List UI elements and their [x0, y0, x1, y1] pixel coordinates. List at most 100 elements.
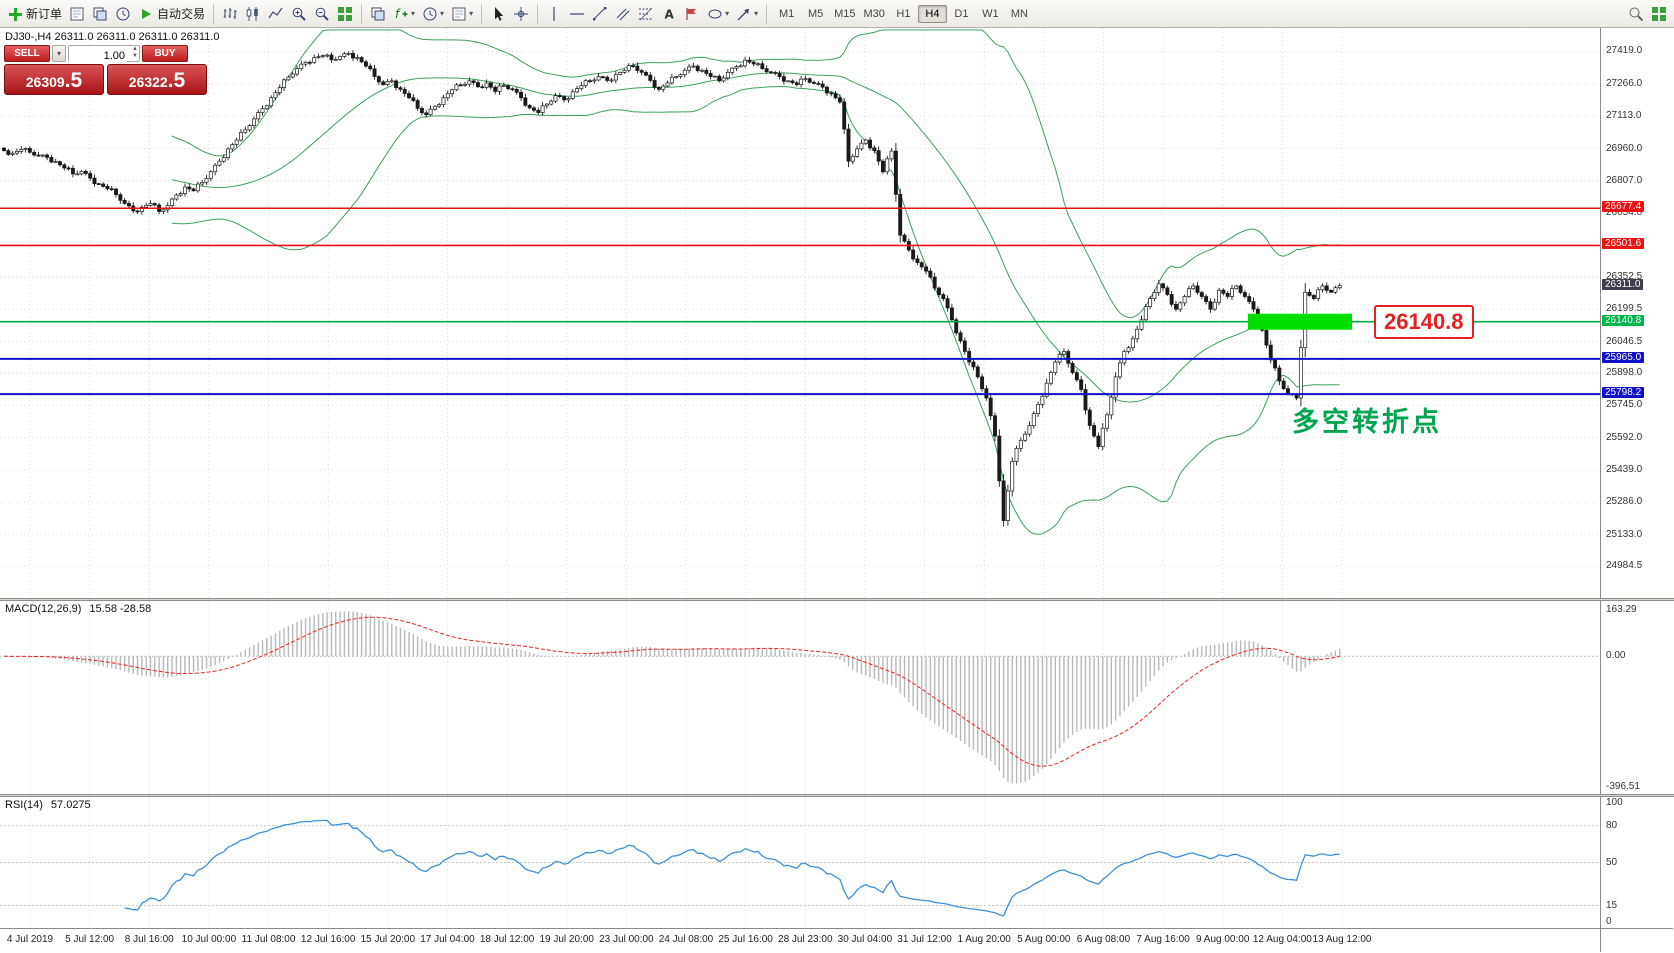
price-badge: 25965.0 [1602, 351, 1645, 363]
zoom-out-button[interactable] [311, 4, 333, 24]
timeframe-w1[interactable]: W1 [982, 8, 999, 20]
buy-price-button[interactable]: 26322.5 [107, 64, 207, 95]
timeframe-h4[interactable]: H4 [917, 5, 947, 23]
spinner-up-icon[interactable]: ▲ [132, 46, 138, 52]
time-label: 13 Aug 12:00 [1312, 934, 1372, 945]
cursor-button[interactable] [487, 4, 509, 24]
candlestick-chart-button[interactable] [242, 4, 264, 24]
chart-profiles-button[interactable] [66, 4, 88, 24]
templates-button[interactable]: ▾ [448, 4, 476, 24]
fibonacci-button[interactable] [635, 4, 657, 24]
time-label: 31 Jul 12:00 [897, 934, 952, 945]
label-button[interactable] [681, 4, 703, 24]
price-callout-label[interactable]: 26140.8 [1374, 304, 1474, 339]
arrange-cascade-button[interactable] [367, 4, 389, 24]
price-tick: 26654.0 [1606, 207, 1643, 219]
text-button[interactable] [658, 4, 680, 24]
time-label: 15 Jul 20:00 [360, 934, 416, 945]
periods-button[interactable]: ▾ [419, 4, 447, 24]
bollinger-band [171, 72, 1340, 403]
time-label: 10 Jul 00:00 [181, 934, 237, 945]
time-axis[interactable]: 4 Jul 2019 5 Jul 12:00 8 Jul 16:00 10 Jul 0… [0, 928, 1600, 952]
search-button[interactable] [1625, 4, 1647, 24]
time-label: 25 Jul 16:00 [718, 934, 773, 945]
rsi-tick: 15 [1606, 899, 1618, 911]
main-chart-plot[interactable]: DJ30-,H4 26311.0 26311.0 26311.0 26311.0… [0, 28, 1600, 598]
layout-button[interactable] [1648, 4, 1670, 24]
arrows-icon [736, 6, 752, 22]
rsi-tick: 0 [1606, 916, 1612, 927]
time-label: 9 Aug 00:00 [1196, 934, 1250, 945]
rsi-line [124, 819, 1340, 917]
zoom-in-button[interactable] [288, 4, 310, 24]
chart-ohlc-header: DJ30-,H4 26311.0 26311.0 26311.0 26311.0 [5, 31, 220, 43]
horizontal-line-button[interactable] [566, 4, 588, 24]
macd-chart-canvas[interactable] [0, 601, 1600, 794]
fibonacci-icon [638, 6, 654, 22]
time-label: 18 Jul 12:00 [479, 934, 535, 945]
indicators-button[interactable]: ▾ [390, 4, 418, 24]
tile-windows-icon [337, 6, 353, 22]
volume-input[interactable] [69, 48, 127, 64]
macd-values: 15.58 -28.58 [89, 603, 152, 615]
order-type-dropdown[interactable]: ▾ [52, 45, 66, 62]
price-tick: 27266.0 [1606, 77, 1643, 89]
rsi-label-row: RSI(14) 57.0275 [5, 799, 91, 811]
time-label: 23 Jul 00:00 [599, 934, 654, 945]
volume-spinner[interactable]: ▲ ▼ [132, 46, 138, 60]
timeframe-m30[interactable]: M30 [863, 8, 885, 20]
market-watch-button[interactable] [89, 4, 111, 24]
line-chart-button[interactable] [265, 4, 287, 24]
timeframe-mn[interactable]: MN [1010, 8, 1028, 20]
shapes-button[interactable]: ▾ [704, 4, 732, 24]
macd-plot[interactable]: MACD(12,26,9) 15.58 -28.58 [0, 601, 1600, 794]
vertical-line-button[interactable] [543, 4, 565, 24]
new-order-button[interactable]: 新订单 [4, 3, 65, 24]
volume-stepper[interactable]: ▲▼ [68, 45, 140, 64]
sell-price-button[interactable]: 26309.5 [4, 64, 104, 95]
horizontal-line-icon [569, 6, 585, 22]
search-icon [1628, 6, 1644, 22]
buy-price-frac: .5 [167, 69, 186, 92]
timeframe-m15[interactable]: M15 [834, 8, 856, 20]
chart-annotation-text[interactable]: 多空转折点 [1292, 407, 1442, 438]
arrows-button[interactable]: ▾ [733, 4, 761, 24]
macd-axis[interactable]: 163.29 0.00 -396.51 [1600, 601, 1674, 794]
time-label: 30 Jul 04:00 [837, 934, 893, 945]
panel-divider[interactable] [0, 598, 1674, 601]
price-axis[interactable]: 27419.0 27266.0 27113.0 26960.0 26807.0 26654… [1600, 28, 1674, 598]
timeframe-h1[interactable]: H1 [896, 8, 911, 20]
label-flag-icon [684, 6, 700, 22]
rsi-chart-canvas[interactable] [0, 797, 1600, 928]
rsi-axis[interactable]: 100 80 50 15 0 [1600, 797, 1674, 928]
candlestick-chart-canvas[interactable] [0, 28, 1600, 598]
buy-button[interactable]: BUY [142, 45, 188, 62]
rsi-plot[interactable]: RSI(14) 57.0275 [0, 797, 1600, 928]
trendline-button[interactable] [589, 4, 611, 24]
panel-divider[interactable] [0, 794, 1674, 797]
time-label: 11 Jul 08:00 [241, 934, 296, 945]
new-order-icon [7, 6, 23, 22]
time-axis-row: 4 Jul 2019 5 Jul 12:00 8 Jul 16:00 10 Jul 0… [0, 928, 1674, 952]
price-tick: 25898.0 [1606, 367, 1643, 379]
price-badge: 26140.8 [1602, 314, 1645, 326]
toolbar-separator [766, 3, 768, 24]
spinner-down-icon[interactable]: ▼ [132, 53, 138, 59]
bar-chart-button[interactable] [219, 4, 241, 24]
channel-button[interactable] [612, 4, 634, 24]
zoom-out-icon [314, 6, 330, 22]
green-zone[interactable] [1248, 313, 1352, 330]
data-window-button[interactable] [112, 4, 134, 24]
new-order-label: 新订单 [26, 7, 63, 21]
timeframe-m1[interactable]: M1 [778, 8, 795, 20]
time-label: 4 Jul 2019 [6, 934, 54, 945]
price-tick: 26960.0 [1606, 142, 1643, 154]
price-tick: 27113.0 [1606, 110, 1642, 122]
crosshair-button[interactable] [510, 4, 532, 24]
sell-button[interactable]: SELL [4, 45, 50, 62]
timeframe-d1[interactable]: D1 [954, 8, 969, 20]
auto-trading-button[interactable]: 自动交易 [135, 3, 208, 24]
tile-windows-button[interactable] [334, 4, 356, 24]
timeframe-m5[interactable]: M5 [807, 8, 824, 20]
price-tick: 26807.0 [1606, 174, 1643, 186]
